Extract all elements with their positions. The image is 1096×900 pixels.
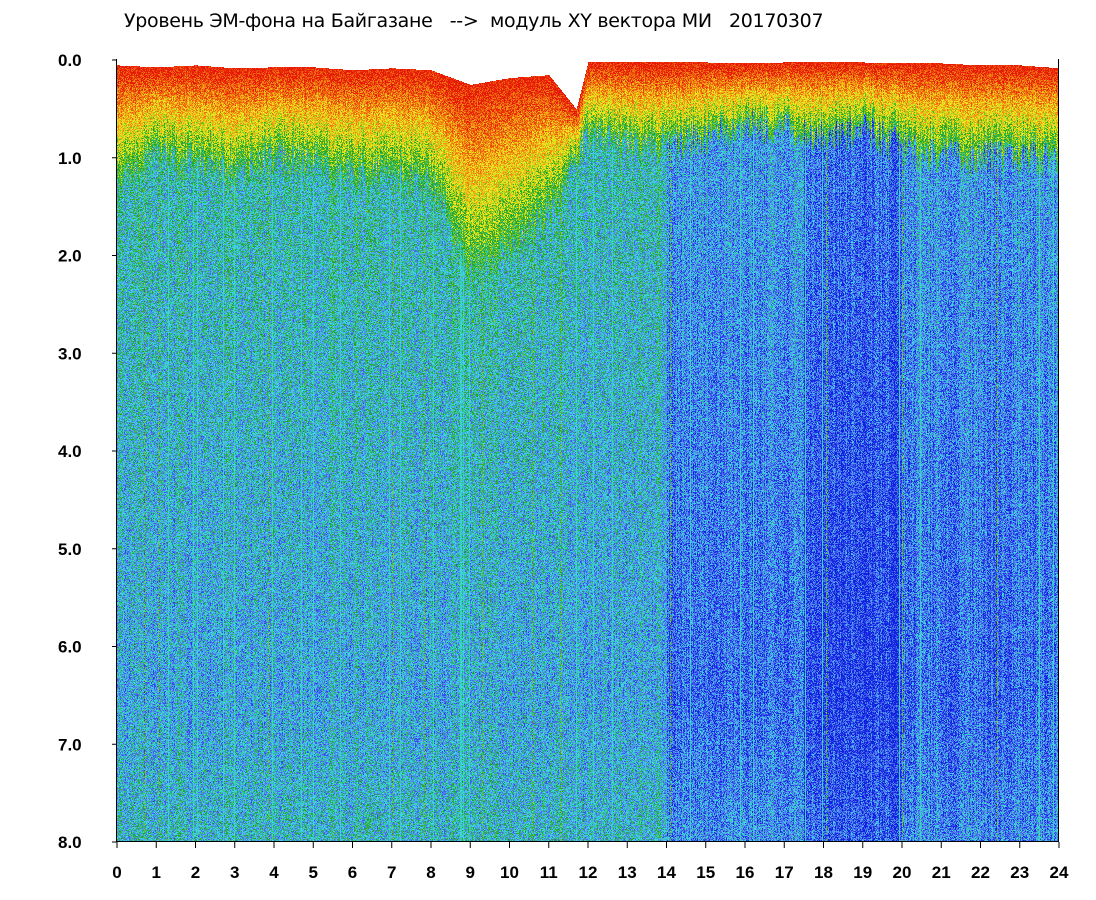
x-tick-label: 6 [348,863,357,882]
x-tick-label: 18 [814,863,833,882]
x-tick-label: 1 [152,863,161,882]
x-axis: 0 1 2 3 4 5 6 7 8 9 10 11 12 13 14 15 16 17 18 19 20 21 22 23 24 [112,842,1069,882]
x-tick-label: 15 [696,863,715,882]
x-tick-label: 3 [230,863,239,882]
y-tick-label: 2.0 [58,247,82,266]
x-tick-label: 19 [853,863,872,882]
x-tick-label: 23 [1010,863,1029,882]
y-tick-label: 3.0 [58,344,82,363]
x-tick-label: 9 [466,863,475,882]
x-tick-label: 10 [500,863,519,882]
x-tick-label: 0 [112,863,121,882]
x-tick-label: 22 [971,863,990,882]
y-tick-label: 6.0 [58,638,82,657]
y-tick-label: 7.0 [58,735,82,754]
x-tick-label: 20 [893,863,912,882]
chart-title: Уровень ЭМ-фона на Байгазане --> модуль … [124,10,824,32]
y-tick-label: 8.0 [58,833,82,852]
x-tick-label: 4 [269,863,279,882]
y-tick-label: 4.0 [58,442,82,461]
x-tick-label: 7 [387,863,396,882]
y-tick-label: 0.0 [58,51,82,70]
y-axis: 0.0 1.0 2.0 3.0 4.0 5.0 6.0 7.0 8.0 [58,51,117,852]
x-tick-label: 17 [775,863,794,882]
x-tick-label: 8 [426,863,435,882]
y-tick-label: 5.0 [58,540,82,559]
x-tick-label: 21 [932,863,951,882]
x-tick-label: 12 [579,863,598,882]
y-tick-label: 1.0 [58,149,82,168]
x-tick-label: 16 [736,863,755,882]
x-tick-label: 11 [540,863,558,882]
x-tick-label: 14 [657,863,676,882]
x-tick-label: 24 [1050,863,1069,882]
x-tick-label: 13 [618,863,637,882]
x-tick-label: 2 [191,863,200,882]
heatmap-image [117,60,1059,842]
x-tick-label: 5 [309,863,318,882]
plot-area [117,60,1059,842]
